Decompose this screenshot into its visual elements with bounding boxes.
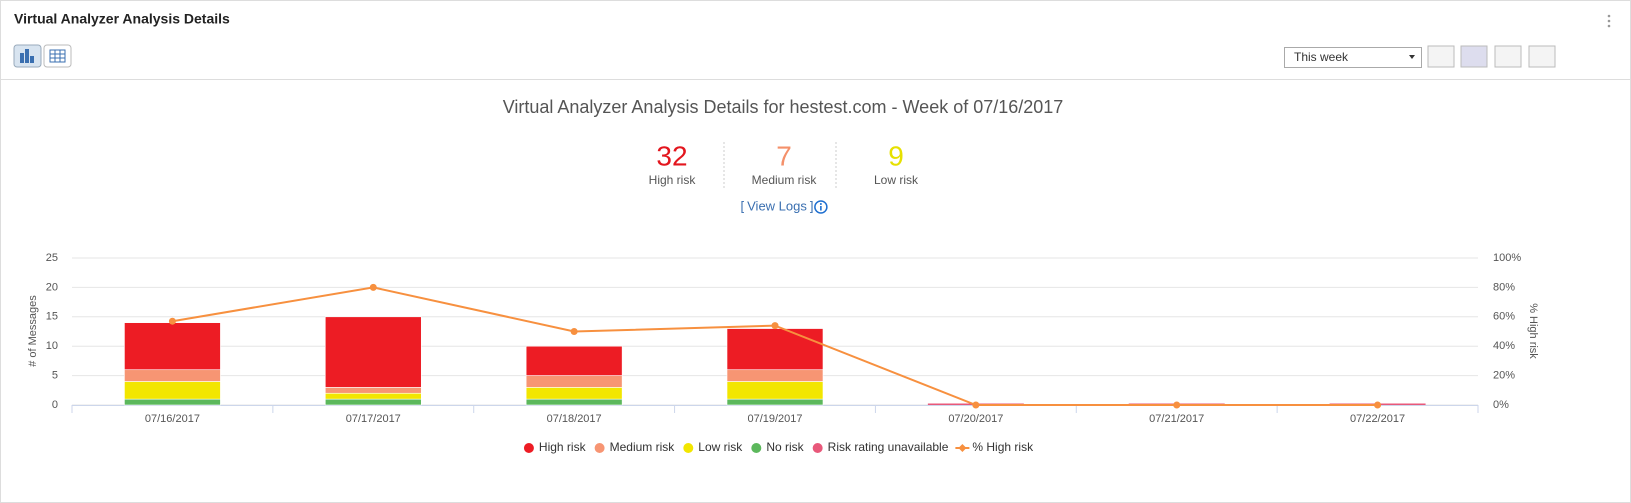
- legend-marker: [683, 443, 694, 453]
- legend-item: Risk rating unavailable: [812, 440, 949, 454]
- legend-label: High risk: [539, 440, 587, 454]
- y2-tick-label: 80%: [1493, 281, 1515, 293]
- line-point: [570, 328, 578, 335]
- legend-item: Low risk: [683, 440, 743, 454]
- bar-segment: [726, 369, 824, 382]
- bar-segment: [525, 387, 623, 400]
- summary-value: 7: [776, 140, 792, 171]
- line-point: [771, 322, 779, 330]
- link-bracket: ]: [810, 198, 814, 213]
- legend-label: Medium risk: [610, 440, 676, 454]
- widget-title: Virtual Analyzer Analysis Details: [14, 11, 230, 27]
- legend-marker: [812, 443, 823, 453]
- bar-segment: [124, 398, 221, 406]
- x-tick-label: 07/16/2017: [145, 413, 200, 425]
- bar-segment: [726, 398, 824, 406]
- x-tick-label: 07/19/2017: [747, 413, 802, 425]
- summary-value: 9: [888, 140, 904, 171]
- summary-value: 32: [656, 140, 687, 171]
- range-buttons[interactable]: [1427, 45, 1556, 68]
- y-tick-label: 5: [52, 370, 58, 382]
- summary-label: Medium risk: [752, 173, 818, 187]
- info-icon[interactable]: [814, 200, 828, 214]
- legend-item: % High risk: [955, 440, 1034, 454]
- line-point: [1173, 401, 1181, 409]
- bar-segment: [525, 345, 623, 376]
- y2-tick-label: 40%: [1493, 340, 1515, 352]
- y2-tick-label: 60%: [1493, 311, 1515, 323]
- x-tick-label: 07/17/2017: [346, 413, 401, 425]
- x-tick-label: 07/18/2017: [547, 413, 602, 425]
- menu-dots[interactable]: [1607, 14, 1611, 28]
- y2-tick-label: 100%: [1493, 252, 1521, 264]
- legend-marker: [958, 444, 967, 452]
- legend-item: High risk: [523, 440, 587, 454]
- bar-segment: [726, 328, 824, 371]
- summary: 32 High risk 7 Medium risk 9 Low risk: [649, 140, 919, 188]
- legend-marker: [594, 443, 605, 453]
- legend-label: % High risk: [972, 440, 1034, 454]
- line-point: [1374, 401, 1382, 409]
- summary-label: High risk: [649, 173, 697, 187]
- bar-segment: [525, 375, 623, 388]
- x-tick-label: 07/21/2017: [1149, 413, 1204, 425]
- x-tick-label: 07/22/2017: [1350, 413, 1405, 425]
- y-tick-label: 20: [46, 281, 58, 293]
- y-tick-label: 10: [46, 340, 58, 352]
- legend-item: Medium risk: [594, 440, 676, 454]
- period-value: This week: [1294, 50, 1349, 64]
- bar-segment: [525, 398, 623, 406]
- period-select[interactable]: This week: [1284, 47, 1422, 68]
- line-point: [369, 283, 377, 291]
- bar-segment: [324, 392, 422, 400]
- bar-segment: [124, 322, 221, 371]
- bar-segment: [726, 381, 824, 400]
- summary-label: Low risk: [874, 173, 919, 187]
- y-tick-label: 0: [52, 399, 58, 411]
- table-view-button[interactable]: [43, 44, 72, 68]
- chart-view-button[interactable]: [13, 44, 42, 68]
- y-tick-label: 25: [46, 252, 58, 264]
- line-point: [972, 401, 980, 409]
- legend-marker: [523, 443, 534, 453]
- y2-tick-label: 0%: [1493, 399, 1509, 411]
- y-axis-label: # of Messages: [27, 295, 39, 367]
- bar-segment: [124, 381, 221, 400]
- x-tick-label: 07/20/2017: [948, 413, 1003, 425]
- bar-segment: [324, 387, 422, 394]
- chart-title: Virtual Analyzer Analysis Details for he…: [503, 97, 1064, 117]
- legend-label: Risk rating unavailable: [828, 440, 949, 454]
- y-tick-label: 15: [46, 311, 58, 323]
- legend-item: No risk: [751, 440, 805, 454]
- line-point: [168, 317, 176, 325]
- legend-label: No risk: [766, 440, 804, 454]
- bar-segment: [324, 316, 422, 388]
- legend-label: Low risk: [698, 440, 743, 454]
- legend-marker: [751, 443, 762, 453]
- bar-segment: [324, 398, 422, 406]
- y2-axis-label: % High risk: [1527, 303, 1539, 359]
- link-bracket: [: [741, 198, 745, 213]
- y2-tick-label: 20%: [1493, 370, 1515, 382]
- bar-segment: [124, 369, 221, 382]
- view-logs-link[interactable]: View Logs: [747, 198, 807, 213]
